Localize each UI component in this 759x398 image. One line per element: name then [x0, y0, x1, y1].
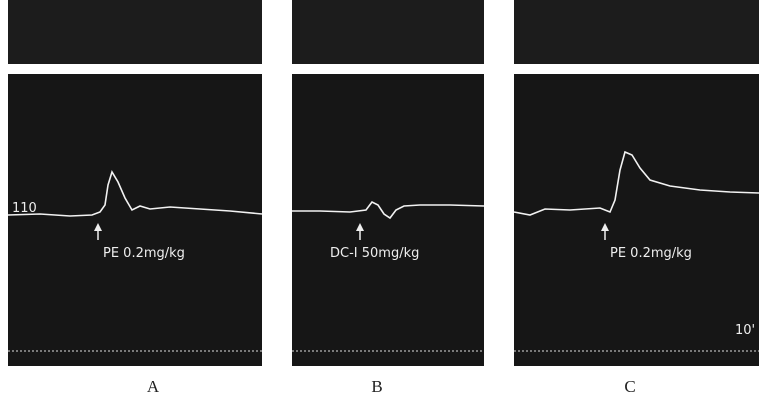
record [292, 74, 484, 366]
top-strip [292, 0, 484, 64]
panel-b [292, 0, 484, 366]
time-label: 10' [735, 323, 755, 338]
panel-label: B [371, 377, 382, 396]
panel-a [8, 0, 262, 366]
annotation: DC-I 50mg/kg [330, 246, 419, 261]
record [514, 74, 759, 366]
annotation: PE 0.2mg/kg [610, 246, 692, 261]
record [8, 74, 262, 366]
annotation: PE 0.2mg/kg [103, 246, 185, 261]
figure: 110 PE 0.2mg/kg DC-I 50mg/kg PE 0.2mg/kg… [0, 0, 759, 398]
panel-label: C [624, 377, 635, 396]
scale-label: 110 [12, 201, 37, 216]
top-strip [514, 0, 759, 64]
panel-c [514, 0, 759, 366]
top-strip [8, 0, 262, 64]
panel-label: A [147, 377, 160, 396]
